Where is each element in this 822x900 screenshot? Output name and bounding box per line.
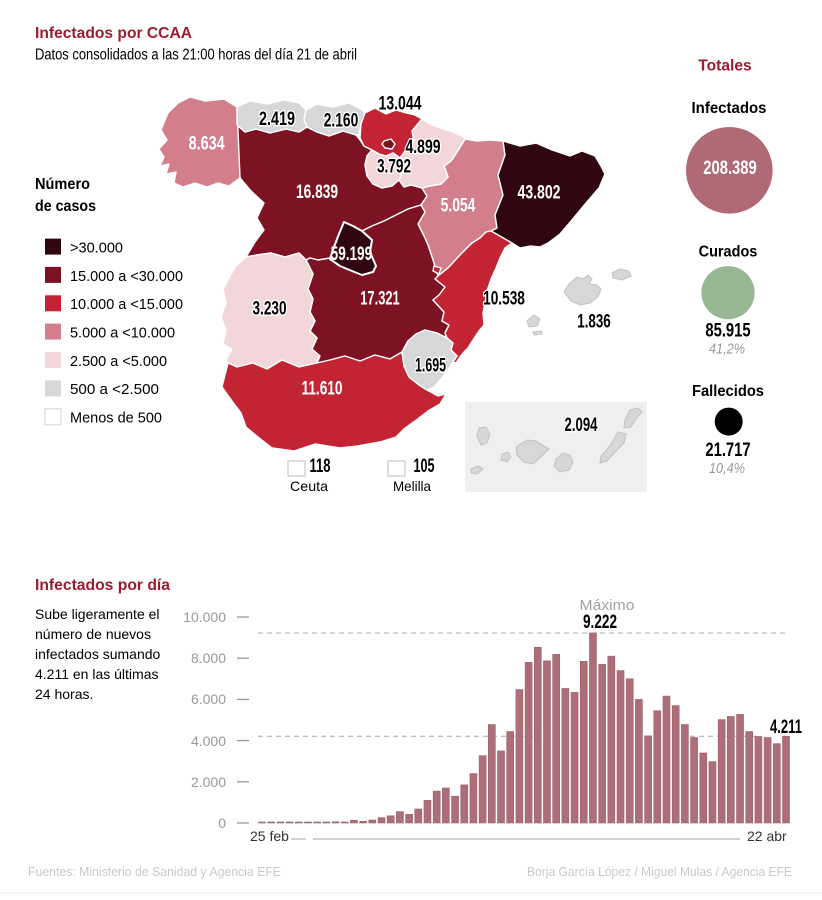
- svg-text:Fallecidos: Fallecidos: [692, 383, 764, 400]
- svg-text:Infectados por día: Infectados por día: [35, 577, 170, 594]
- svg-text:43.802: 43.802: [518, 183, 561, 204]
- svg-text:número de nuevos: número de nuevos: [35, 626, 151, 642]
- svg-text:8.000: 8.000: [191, 650, 226, 666]
- svg-text:4.899: 4.899: [406, 137, 441, 158]
- svg-text:17.321: 17.321: [360, 288, 400, 309]
- svg-text:10.000: 10.000: [183, 609, 226, 625]
- svg-text:de casos: de casos: [35, 198, 96, 215]
- svg-text:Totales: Totales: [698, 58, 751, 75]
- svg-text:10,4%: 10,4%: [709, 460, 745, 477]
- svg-text:6.000: 6.000: [191, 691, 226, 707]
- svg-text:13.044: 13.044: [379, 93, 422, 114]
- svg-text:Curados: Curados: [699, 244, 758, 261]
- svg-text:4.000: 4.000: [191, 733, 226, 749]
- svg-text:2.000: 2.000: [191, 774, 226, 790]
- svg-text:25 feb: 25 feb: [250, 828, 289, 844]
- svg-text:85.915: 85.915: [705, 321, 751, 342]
- svg-text:2.094: 2.094: [565, 415, 598, 436]
- svg-text:Melilla: Melilla: [393, 478, 431, 494]
- svg-text:>30.000: >30.000: [70, 239, 123, 256]
- svg-text:5.000 a <10.000: 5.000 a <10.000: [70, 324, 175, 341]
- svg-text:500 a <2.500: 500 a <2.500: [70, 381, 159, 398]
- svg-text:Borja García López / Miguel Mu: Borja García López / Miguel Mulas / Agen…: [527, 865, 792, 879]
- svg-text:208.389: 208.389: [703, 158, 756, 179]
- svg-text:10.000 a <15.000: 10.000 a <15.000: [70, 296, 183, 313]
- svg-text:4.211 en las últimas: 4.211 en las últimas: [35, 666, 158, 682]
- svg-text:15.000 a <30.000: 15.000 a <30.000: [70, 268, 183, 285]
- svg-text:59.199: 59.199: [331, 244, 373, 265]
- svg-text:Máximo: Máximo: [580, 597, 635, 614]
- svg-text:16.839: 16.839: [296, 182, 338, 203]
- svg-text:8.634: 8.634: [189, 134, 225, 155]
- svg-text:105: 105: [414, 456, 435, 477]
- svg-text:22 abr: 22 abr: [747, 828, 787, 844]
- svg-text:5.054: 5.054: [441, 195, 476, 216]
- svg-text:Infectados: Infectados: [692, 100, 767, 117]
- svg-text:1.695: 1.695: [415, 356, 446, 377]
- svg-text:Datos consolidados a las 21:00: Datos consolidados a las 21:00 horas del…: [35, 47, 357, 64]
- svg-text:Sube ligeramente el: Sube ligeramente el: [35, 606, 160, 622]
- svg-text:0: 0: [218, 815, 226, 831]
- svg-text:118: 118: [310, 456, 331, 477]
- svg-text:11.610: 11.610: [302, 378, 343, 399]
- svg-text:infectados sumando: infectados sumando: [35, 646, 161, 662]
- svg-text:41,2%: 41,2%: [709, 340, 745, 357]
- svg-text:21.717: 21.717: [705, 440, 750, 461]
- svg-text:2.500 a <5.000: 2.500 a <5.000: [70, 353, 167, 370]
- svg-text:1.836: 1.836: [577, 311, 611, 332]
- svg-text:Fuentes: Ministerio de Sanidad: Fuentes: Ministerio de Sanidad y Agencia…: [28, 865, 281, 879]
- svg-text:4.211: 4.211: [770, 717, 802, 738]
- svg-text:9.222: 9.222: [583, 612, 617, 633]
- svg-text:2.419: 2.419: [259, 109, 295, 130]
- svg-text:Número: Número: [35, 176, 90, 193]
- svg-text:24 horas.: 24 horas.: [35, 686, 93, 702]
- svg-text:Ceuta: Ceuta: [290, 478, 328, 494]
- svg-text:3.792: 3.792: [377, 157, 411, 178]
- svg-text:10.538: 10.538: [483, 288, 525, 309]
- svg-text:3.230: 3.230: [253, 299, 287, 320]
- svg-text:Menos de 500: Menos de 500: [70, 410, 162, 427]
- svg-text:Infectados por CCAA: Infectados por CCAA: [35, 25, 192, 42]
- svg-text:2.160: 2.160: [324, 111, 359, 132]
